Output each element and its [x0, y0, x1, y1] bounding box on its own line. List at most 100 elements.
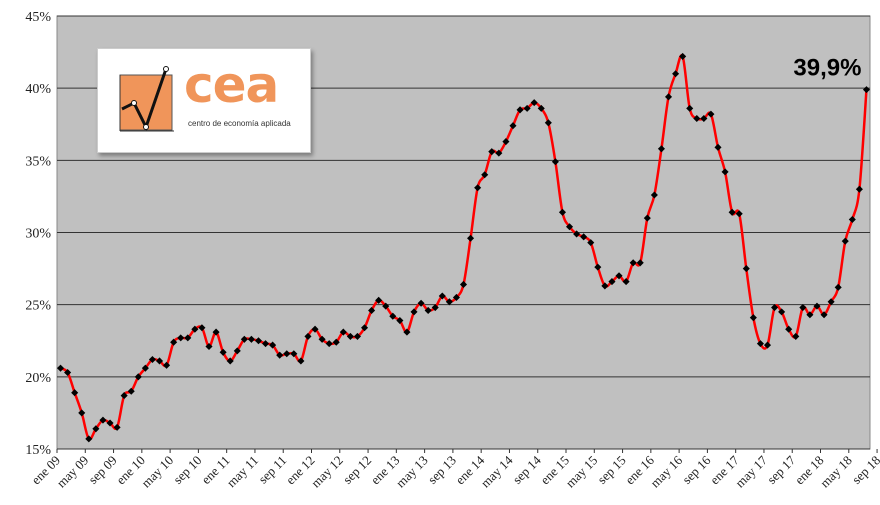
data-point [247, 335, 255, 343]
data-point [530, 99, 538, 107]
data-point [417, 299, 425, 307]
data-point [657, 145, 665, 153]
y-tick-label: 40% [25, 82, 51, 97]
data-point [311, 325, 319, 333]
x-tick-label: sep 17 [764, 452, 799, 487]
data-point [56, 364, 65, 372]
data-point [445, 298, 453, 306]
data-point [297, 357, 305, 365]
x-tick-label: may 15 [562, 453, 600, 491]
data-point [672, 70, 680, 78]
data-point [191, 325, 199, 333]
logo-wordmark: cea [184, 56, 279, 114]
data-point [573, 230, 581, 238]
data-point [141, 364, 149, 372]
x-tick-label: may 09 [53, 453, 91, 491]
data-point [841, 237, 849, 245]
x-tick-label: sep 09 [85, 453, 119, 487]
data-point [756, 340, 764, 348]
data-point [806, 311, 814, 319]
data-point [664, 93, 673, 101]
data-point [580, 233, 588, 241]
data-point [177, 334, 185, 342]
data-point [269, 341, 277, 349]
x-tick-label: sep 18 [849, 453, 880, 487]
data-point [360, 324, 369, 332]
data-point [396, 317, 404, 325]
x-tick-label: sep 10 [170, 453, 204, 487]
x-tick-label: may 10 [138, 453, 176, 491]
data-point [544, 119, 552, 127]
y-tick-label: 45% [25, 10, 51, 25]
data-point [629, 259, 637, 267]
data-point [184, 334, 192, 342]
data-point [403, 328, 411, 336]
data-point [608, 278, 616, 286]
data-point [551, 158, 559, 166]
x-tick-label: sep 12 [340, 453, 374, 487]
x-tick-label: sep 16 [679, 452, 714, 487]
data-point [325, 340, 333, 348]
data-point [375, 296, 383, 304]
data-point [155, 357, 164, 365]
x-tick-label: sep 14 [509, 452, 544, 487]
logo-subtitle: centro de economía aplicada [188, 119, 291, 128]
data-point [163, 361, 171, 369]
data-point [134, 373, 142, 381]
data-point [431, 304, 439, 312]
x-tick-label: may 12 [308, 453, 346, 491]
data-point [601, 282, 609, 290]
x-tick-label: sep 15 [594, 453, 628, 487]
data-point [332, 338, 340, 346]
data-point [467, 234, 475, 242]
data-point [834, 283, 842, 291]
data-point [537, 104, 545, 112]
x-tick-label: sep 11 [255, 453, 289, 487]
data-point [594, 263, 602, 271]
data-point [170, 338, 178, 346]
data-point [813, 302, 821, 310]
data-point [714, 143, 722, 151]
data-point [523, 104, 531, 112]
data-point [290, 350, 298, 358]
data-point [792, 332, 800, 340]
x-tick-label: sep 13 [425, 453, 459, 487]
last-value-annotation: 39,9% [793, 55, 861, 82]
logo-chart-icon [119, 66, 174, 132]
x-tick-label: may 11 [223, 453, 261, 491]
data-point [71, 389, 79, 397]
data-point [693, 114, 701, 123]
data-point [778, 308, 786, 316]
y-tick-label: 25% [25, 299, 51, 314]
data-point [566, 223, 574, 231]
data-point [799, 304, 807, 312]
data-point [622, 278, 630, 286]
data-point [262, 340, 270, 348]
data-point [254, 337, 263, 345]
data-point [749, 314, 757, 322]
data-point [368, 306, 376, 314]
data-point [410, 308, 418, 316]
x-tick-label: may 16 [647, 452, 685, 490]
data-point [205, 342, 213, 351]
data-point [99, 416, 107, 424]
data-point [502, 138, 510, 146]
x-tick-label: may 14 [478, 452, 516, 490]
gridlines [57, 15, 870, 450]
y-tick-label: 15% [25, 443, 51, 458]
data-point [353, 332, 361, 340]
data-point [219, 348, 227, 356]
data-point [827, 298, 835, 306]
x-tick-label: may 17 [732, 452, 770, 490]
data-point [707, 110, 715, 118]
data-point [120, 392, 128, 400]
logo: cea centro de economía aplicada [97, 48, 311, 153]
data-point [742, 265, 750, 273]
data-point [474, 184, 482, 192]
data-point [113, 423, 121, 431]
data-point [488, 148, 496, 156]
data-point [679, 52, 687, 60]
data-point [558, 208, 567, 216]
